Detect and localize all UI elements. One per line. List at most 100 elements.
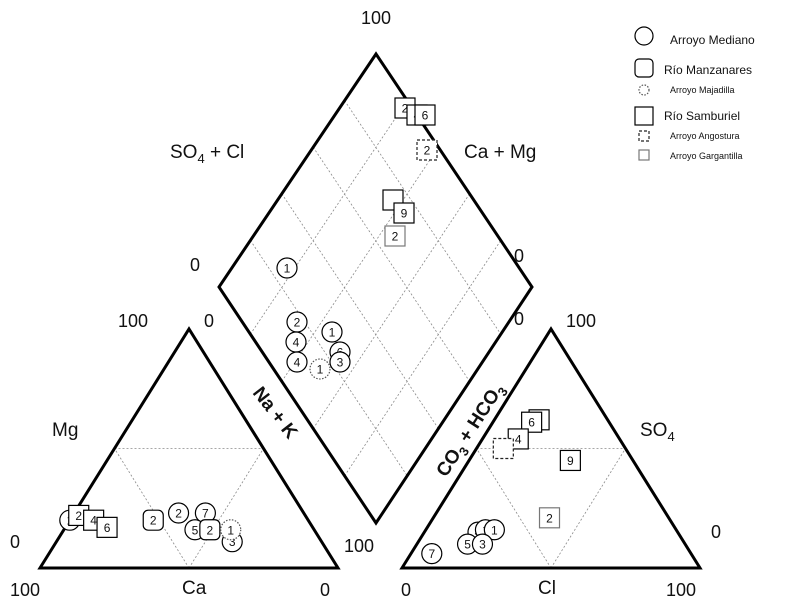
diamond-grid <box>281 193 439 429</box>
tick-diamond-left-outer: 0 <box>190 255 200 275</box>
legend-item: Río Manzanares <box>634 58 752 78</box>
legend-item: Arroyo Angostura <box>638 130 740 142</box>
diamond-grid <box>250 240 408 477</box>
diamond-sample-marker: 2 <box>384 225 406 247</box>
cation-sample-marker: 6 <box>96 516 118 538</box>
diamond <box>217 51 534 526</box>
legend-label: Arroyo Majadilla <box>670 85 735 95</box>
diamond-grid <box>312 193 470 429</box>
marker-label: 4 <box>90 514 97 528</box>
right-triangle-grid <box>476 448 552 569</box>
cation-triangle <box>37 326 341 570</box>
anion-sample-marker: 1 <box>483 519 505 541</box>
diamond-sample-marker: 2 <box>286 311 308 333</box>
diamond-sample-marker: 9 <box>393 202 415 224</box>
marker-label: 2 <box>150 514 157 528</box>
anion-sample-marker: 3 <box>471 533 494 555</box>
tick-diamond-top: 100 <box>361 8 391 28</box>
marker-label: 1 <box>284 262 291 276</box>
marker-label: 2 <box>546 511 553 525</box>
legend-square-icon <box>634 58 654 78</box>
anion-sample-marker: 9 <box>559 449 581 472</box>
so4-cl-axis-label: SO4 + Cl <box>170 142 244 166</box>
diamond-grid <box>344 100 502 335</box>
diamond-sample-marker: 4 <box>286 351 308 373</box>
tick-diamond-right-outer: 0 <box>514 246 524 266</box>
cation-sample-marker: 2 <box>142 509 164 531</box>
marker-label: 9 <box>567 454 574 468</box>
sample-markers: 124622752314115379264212462922146431 <box>59 97 581 565</box>
tick-right-bottom-left: 0 <box>401 580 411 597</box>
marker-label: 4 <box>515 432 522 446</box>
marker-label: 1 <box>329 326 336 340</box>
left-triangle-grid <box>188 448 264 569</box>
diamond-grid <box>312 146 470 382</box>
anion-sample-marker <box>492 437 514 460</box>
legend-item: Arroyo Gargantilla <box>638 149 743 161</box>
co3-hco3-axis-label: CO3 + HCO3 <box>433 380 511 483</box>
legend-circle-icon <box>638 84 650 96</box>
diamond-grid <box>344 240 502 477</box>
tick-labels: 100 0 0 0 0 100 0 100 0 100 100 0 100 0 <box>10 8 721 597</box>
legend-item: Arroyo Majadilla <box>638 84 735 96</box>
diamond-sample-marker: 6 <box>414 104 436 126</box>
tick-right-bottom-right: 100 <box>666 580 696 597</box>
marker-label: 2 <box>424 144 431 158</box>
tick-left-bottom-right: 0 <box>320 580 330 597</box>
marker-label: 2 <box>392 230 399 244</box>
legend-item: Arroyo Mediano <box>634 26 755 47</box>
legend-label: Río Manzanares <box>664 63 752 77</box>
cation-sample-marker: 1 <box>220 519 242 541</box>
tick-left-top: 100 <box>118 311 148 331</box>
diamond-sample-marker: 1 <box>309 358 331 380</box>
marker-label: 5 <box>464 538 471 552</box>
legend-label: Río Samburiel <box>664 109 740 123</box>
diagram-frames <box>37 51 703 570</box>
legend-square-icon <box>638 130 650 142</box>
anion-sample-marker: 7 <box>421 543 443 565</box>
marker-label: 6 <box>104 521 111 535</box>
marker-label: 2 <box>175 507 182 521</box>
marker-label: 9 <box>401 207 408 221</box>
tick-diamond-left-inner: 0 <box>204 311 214 331</box>
diamond-sample-marker: 3 <box>329 351 351 373</box>
mg-axis-label: Mg <box>52 420 78 441</box>
marker-label: 1 <box>317 363 324 377</box>
cl-axis-label: Cl <box>538 578 556 597</box>
grid-lines <box>114 100 626 569</box>
tick-right-so4-zero: 0 <box>711 522 721 542</box>
ca-mg-axis-label: Ca + Mg <box>464 142 536 163</box>
legend-label: Arroyo Gargantilla <box>670 151 743 161</box>
marker-label: 3 <box>479 538 486 552</box>
anion-triangle <box>399 326 703 570</box>
marker-label: 5 <box>192 523 199 537</box>
marker-label: 2 <box>207 523 214 537</box>
right-triangle-grid <box>550 448 626 569</box>
marker-label: 3 <box>337 356 344 370</box>
tick-diamond-right-inner: 0 <box>514 309 524 329</box>
marker-label: 3 <box>229 535 236 549</box>
diamond-grid <box>281 146 439 382</box>
marker-label: 4 <box>294 356 301 370</box>
marker-label: 2 <box>402 102 409 116</box>
cation-sample-marker: 2 <box>199 519 221 541</box>
cation-sample-marker: 2 <box>167 502 190 524</box>
legend-square-icon <box>638 149 650 161</box>
anion-sample-marker: 6 <box>521 411 543 433</box>
marker-label: 1 <box>491 523 498 537</box>
anion-sample-marker: 2 <box>538 507 561 529</box>
marker-label: 2 <box>75 509 82 523</box>
legend-label: Arroyo Mediano <box>670 33 755 47</box>
marker-label: 7 <box>202 507 209 521</box>
tick-left-na-100: 100 <box>344 536 374 556</box>
diamond-sample-marker: 1 <box>321 321 343 343</box>
legend-circle-icon <box>634 26 654 46</box>
marker-label: 2 <box>294 316 301 330</box>
legend: Arroyo Mediano Río Manzanares Arroyo Majad… <box>634 26 755 161</box>
marker-label: 7 <box>428 547 435 561</box>
marker-label: 6 <box>422 109 429 123</box>
ca-axis-label: Ca <box>182 578 207 597</box>
diamond-sample-marker: 4 <box>285 331 307 353</box>
tick-left-bottom-left: 100 <box>10 580 40 597</box>
